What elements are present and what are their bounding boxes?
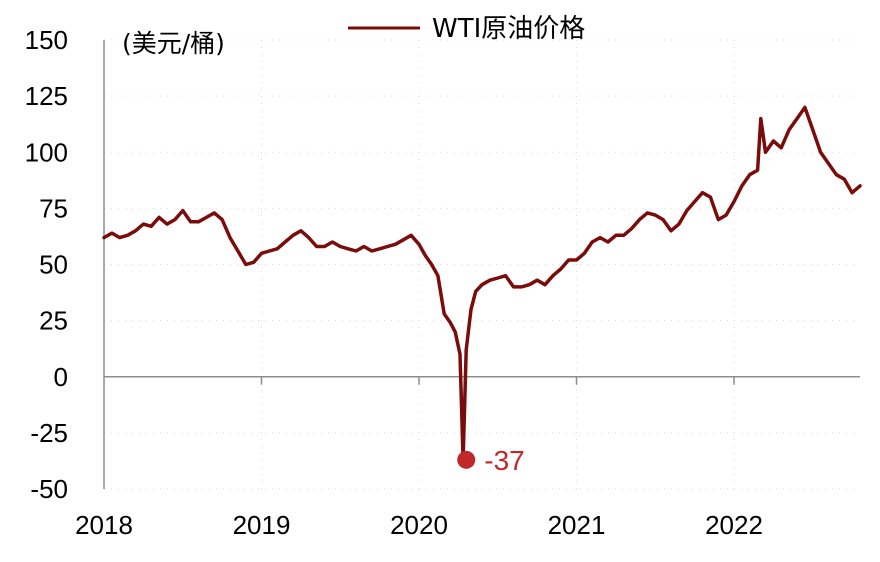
x-tick-label: 2022 xyxy=(705,510,763,540)
y-tick-label: 25 xyxy=(39,306,68,336)
x-tick-label: 2021 xyxy=(548,510,606,540)
y-tick-label: 150 xyxy=(25,25,68,55)
legend: WTI原油价格 xyxy=(348,14,585,44)
series-line-wti xyxy=(102,105,862,462)
x-tick-label: 2018 xyxy=(75,510,133,540)
y-tick-label: 100 xyxy=(25,137,68,167)
series-layer xyxy=(102,105,862,462)
minimum-point-marker xyxy=(457,450,476,469)
y-tick-label: -25 xyxy=(30,418,68,448)
gridlines xyxy=(104,39,860,490)
y-tick-label: 0 xyxy=(54,362,68,392)
y-tick-label: 50 xyxy=(39,250,68,280)
minimum-point-label: -37 xyxy=(484,445,524,476)
legend-label: WTI原油价格 xyxy=(432,14,585,44)
y-tick-label: -50 xyxy=(30,474,68,504)
x-axis-tick-labels: 2018 2019 2020 2021 2022 xyxy=(75,510,763,540)
annotation: -37 xyxy=(457,445,525,476)
y-tick-label: 125 xyxy=(25,81,68,111)
x-tick-label: 2020 xyxy=(390,510,448,540)
y-axis-tick-labels: 150 125 100 75 50 25 0 -25 -50 xyxy=(25,25,68,504)
x-tick-label: 2019 xyxy=(233,510,291,540)
y-axis-unit-label: (美元/桶) xyxy=(122,29,225,58)
axes xyxy=(103,40,860,489)
y-tick-label: 75 xyxy=(39,193,68,223)
